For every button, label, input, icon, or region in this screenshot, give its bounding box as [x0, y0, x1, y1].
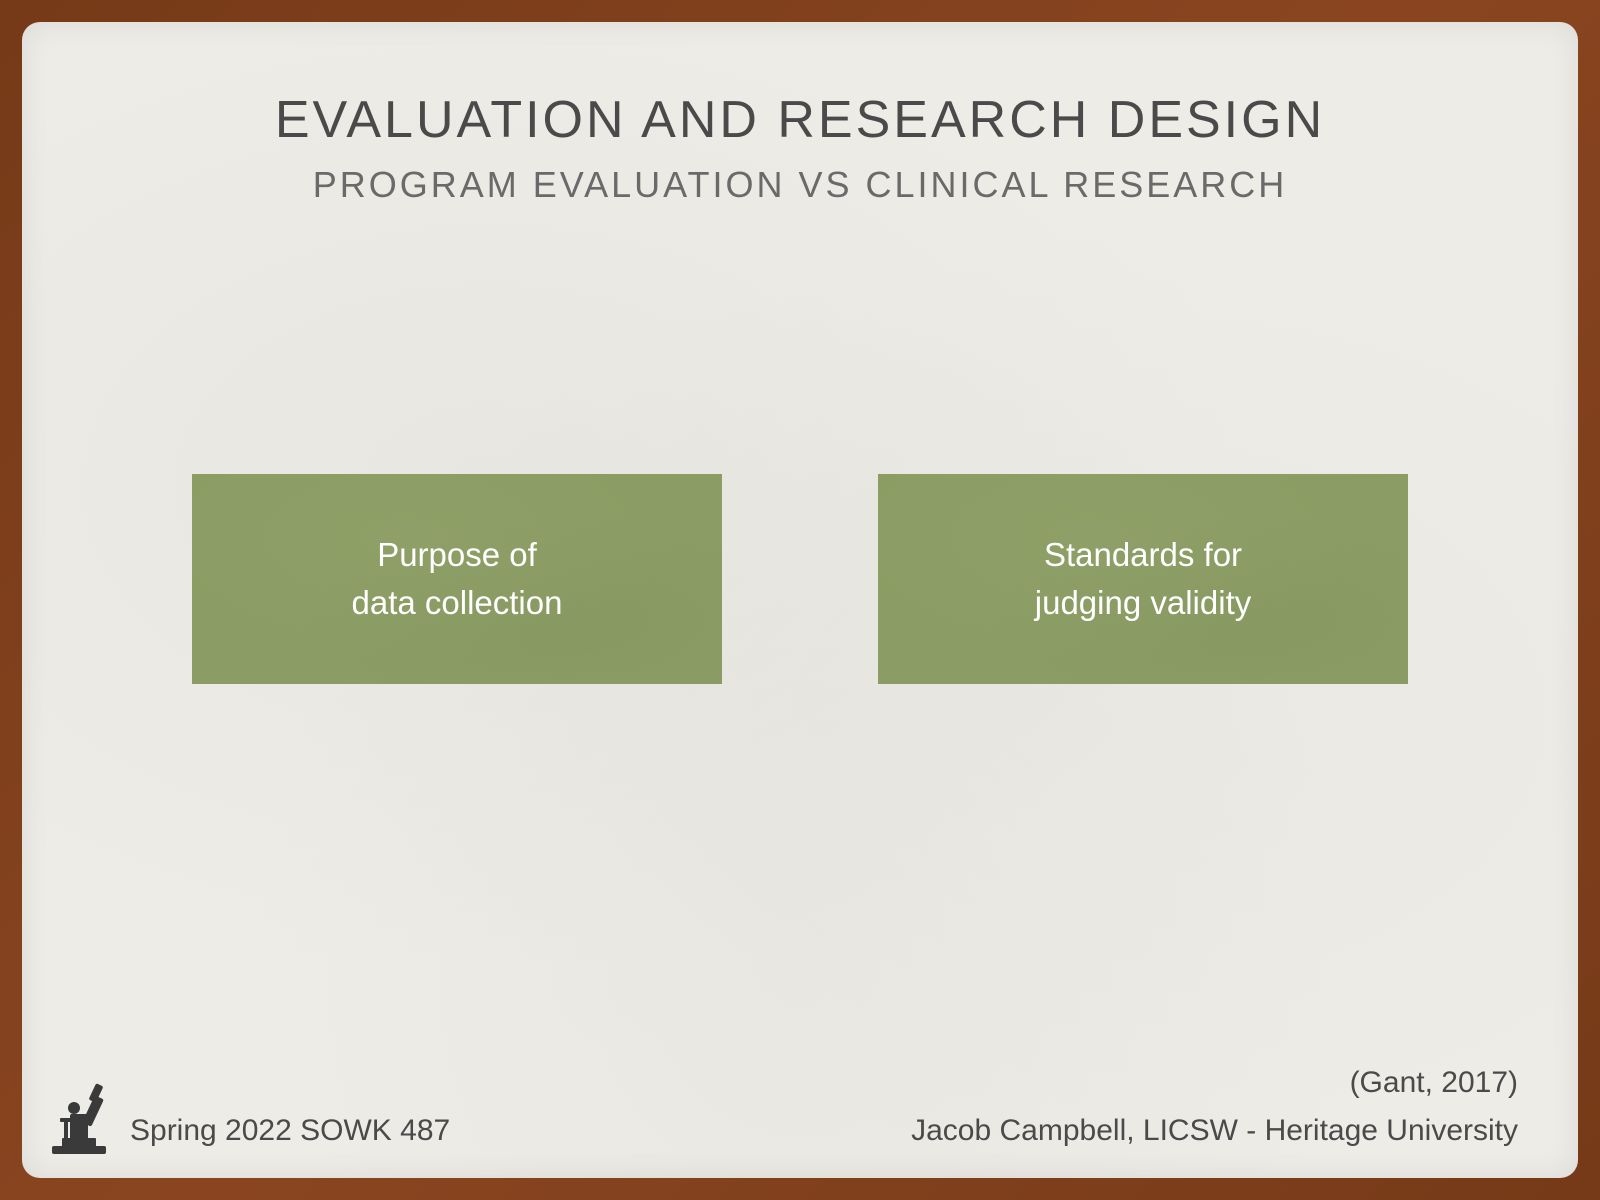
content-box-right: Standards for judging validity — [878, 474, 1408, 684]
footer-right-text: Jacob Campbell, LICSW - Heritage Univers… — [911, 1114, 1518, 1148]
box-right-text: Standards for judging validity — [1035, 531, 1251, 627]
box-left-text: Purpose of data collection — [352, 531, 563, 627]
slide-subtitle: PROGRAM EVALUATION VS CLINICAL RESEARCH — [22, 164, 1578, 206]
footer-left-text: Spring 2022 SOWK 487 — [130, 1114, 450, 1148]
citation-text: (Gant, 2017) — [1350, 1066, 1518, 1100]
slide-container: EVALUATION AND RESEARCH DESIGN PROGRAM E… — [22, 22, 1578, 1178]
slide-title: EVALUATION AND RESEARCH DESIGN — [22, 90, 1578, 150]
microscope-icon — [44, 1076, 114, 1156]
content-box-left: Purpose of data collection — [192, 474, 722, 684]
